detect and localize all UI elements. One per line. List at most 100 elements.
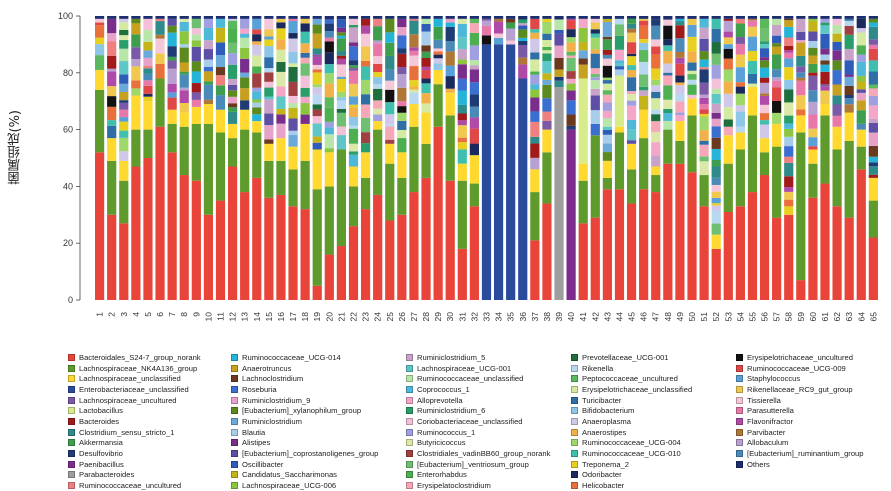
x-tick-label: 2 [107, 312, 117, 317]
bar-segment [723, 48, 733, 59]
bar-segment [131, 166, 141, 300]
bar-segment [155, 21, 165, 35]
bar-segment [469, 45, 479, 61]
bar-sample-61 [820, 16, 830, 300]
bar-segment [167, 68, 177, 84]
bar-sample-57 [772, 16, 782, 300]
bar-segment [759, 175, 770, 300]
bar-segment [203, 66, 214, 72]
bar-sample-59 [796, 16, 806, 300]
bar-segment [566, 83, 576, 91]
x-tick-label: 1 [95, 312, 105, 317]
bar-sample-13 [240, 16, 250, 300]
legend-label: Lactobacillus [79, 406, 123, 416]
bar-sample-46 [639, 16, 649, 300]
bar-segment [711, 53, 721, 65]
x-tick-label: 23 [361, 312, 371, 322]
legend-entry: Lachnospiraceae_UCG-001 [406, 363, 571, 374]
bar-segment [651, 192, 661, 300]
bar-segment [590, 80, 600, 89]
bar-segment [542, 18, 552, 22]
bar-segment [421, 58, 431, 67]
bar-segment [590, 68, 600, 74]
bar-segment [868, 122, 878, 133]
bar-segment [699, 82, 709, 95]
legend-label: Prevotellaceae_UCG-001 [582, 352, 669, 362]
bar-segment [360, 94, 371, 105]
bar-segment [554, 87, 564, 300]
x-tick-label: 65 [868, 312, 878, 322]
x-tick-label: 14 [252, 312, 262, 322]
bar-segment [131, 66, 141, 81]
bar-segment [784, 67, 794, 80]
bar-segment [699, 104, 709, 110]
bar-segment [639, 18, 649, 21]
bar-segment [203, 49, 214, 60]
bar-segment [602, 36, 612, 40]
bar-segment [336, 78, 346, 92]
bar-segment [155, 18, 165, 22]
x-tick-label: 48 [663, 312, 673, 322]
bar-segment [324, 186, 334, 255]
bar-segment [663, 120, 673, 130]
bar-segment [288, 52, 298, 64]
bar-segment [179, 21, 189, 32]
bar-segment [651, 85, 661, 92]
bar-segment [240, 129, 250, 193]
bar-segment [373, 114, 383, 122]
bar-segment [735, 54, 745, 68]
bar-sample-39 [554, 16, 564, 300]
legend-label: Ruminococcaceae_UCG-014 [242, 352, 341, 362]
bar-segment [639, 61, 649, 75]
bar-segment [747, 18, 758, 21]
x-tick-label: 35 [506, 312, 516, 322]
bar-segment [784, 89, 794, 103]
bar-sample-25 [385, 16, 395, 300]
x-tick-label: 8 [179, 312, 189, 317]
bar-segment [215, 85, 226, 96]
bar-segment [143, 80, 153, 86]
bar-segment [107, 160, 117, 215]
bar-segment [119, 48, 129, 62]
legend-label: Ruminiclostridium_5 [417, 352, 486, 362]
bar-segment [469, 69, 479, 83]
bar-segment [397, 35, 407, 49]
bar-segment [203, 40, 214, 50]
bar-segment [445, 115, 455, 181]
bar-segment [203, 81, 214, 85]
bar-segment [542, 21, 552, 34]
legend-swatch [406, 385, 413, 393]
bar-segment [107, 120, 117, 126]
bar-segment [723, 119, 733, 127]
bar-segment [808, 16, 818, 19]
bar-segment [264, 81, 274, 88]
bar-segment [336, 27, 346, 33]
bar-segment [723, 135, 733, 164]
legend-swatch [406, 407, 413, 415]
bar-segment [820, 86, 830, 91]
bar-segment [590, 29, 600, 34]
bar-segment [675, 163, 685, 300]
bar-segment [276, 16, 286, 19]
bar-sample-50 [687, 16, 697, 300]
bar-segment [784, 176, 794, 188]
bar-segment [288, 81, 298, 96]
bar-segment [336, 246, 346, 300]
bar-segment [421, 16, 431, 19]
bar-segment [215, 18, 226, 28]
bar-sample-1 [95, 16, 105, 300]
bar-segment [614, 63, 625, 67]
bar-segment [445, 22, 455, 27]
bar-segment [578, 42, 588, 51]
bar-segment [312, 87, 322, 95]
bar-sample-64 [856, 16, 866, 300]
bar-segment [348, 125, 359, 129]
bar-segment [626, 70, 637, 78]
bar-segment [772, 217, 782, 300]
bar-segment [856, 123, 866, 130]
bar-segment [336, 58, 346, 65]
bar-segment [385, 42, 395, 56]
bar-segment [518, 64, 528, 79]
bar-segment [759, 48, 770, 58]
bar-segment [131, 95, 141, 130]
